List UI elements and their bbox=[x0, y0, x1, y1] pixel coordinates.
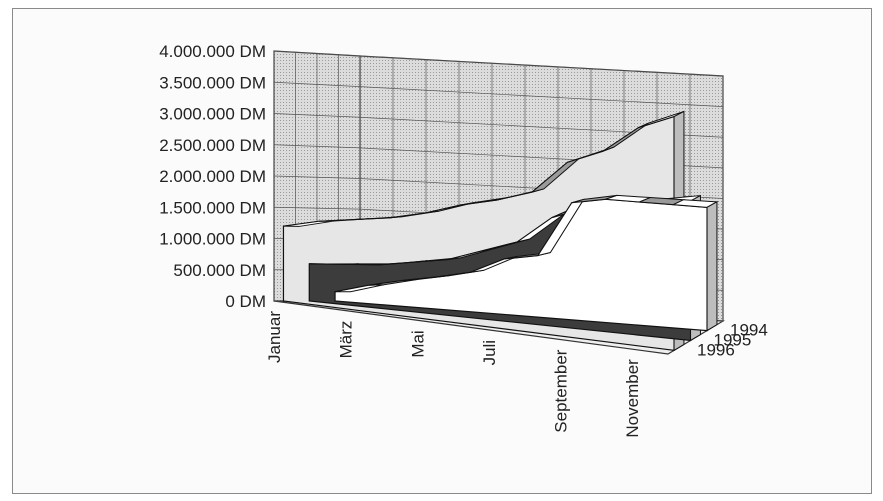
x-tick-label: September bbox=[552, 349, 571, 432]
y-tick-label: 3.500.000 DM bbox=[159, 73, 266, 92]
x-tick-label: März bbox=[337, 321, 356, 359]
gridline-back bbox=[359, 55, 724, 77]
y-tick-label: 500.000 DM bbox=[173, 261, 266, 280]
series-label: 1996 bbox=[697, 340, 735, 359]
y-tick-label: 4.000.000 DM bbox=[159, 42, 266, 61]
series-endcap-1994 bbox=[706, 201, 718, 332]
chart-frame: 0 DM 500.000 DM 1.000.000 DM 1.500.000 DM 2.… bbox=[12, 8, 872, 494]
x-tick-label: November bbox=[623, 359, 642, 438]
y-tick-label: 0 DM bbox=[225, 292, 266, 311]
x-tick-label: Mai bbox=[408, 330, 427, 357]
y-tick-label: 1.500.000 DM bbox=[159, 198, 266, 217]
chart-svg: 0 DM 500.000 DM 1.000.000 DM 1.500.000 DM 2.… bbox=[159, 42, 768, 438]
series-label: 1994 bbox=[730, 321, 768, 340]
y-tick-label: 2.500.000 DM bbox=[159, 136, 266, 155]
x-tick-label: Januar bbox=[265, 311, 284, 363]
y-tick-label: 1.000.000 DM bbox=[159, 230, 266, 249]
y-tick-label: 3.000.000 DM bbox=[159, 105, 266, 124]
gridline-back bbox=[359, 86, 724, 107]
series-label: 1995 bbox=[714, 331, 752, 350]
x-tick-label: Juli bbox=[480, 340, 499, 366]
y-tick-label: 2.000.000 DM bbox=[159, 167, 266, 186]
